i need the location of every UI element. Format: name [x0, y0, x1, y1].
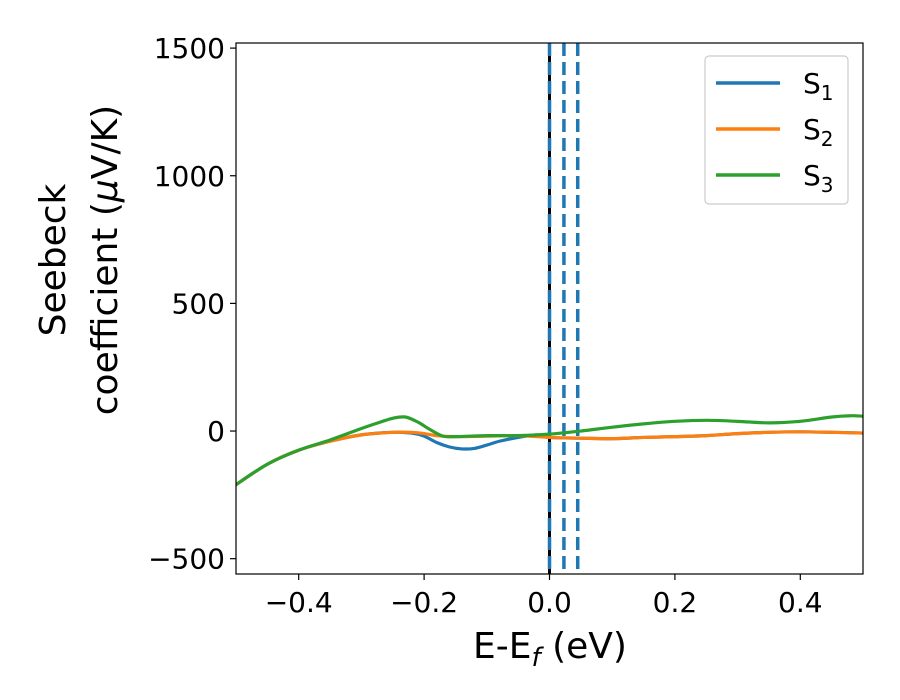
data-series: [236, 414, 863, 487]
legend-label: S3: [803, 159, 834, 197]
x-axis-title: E-Ef (eV): [473, 626, 627, 673]
legend-label: S2: [803, 113, 834, 151]
y-tick-label: −500: [148, 543, 225, 576]
reference-lines: [547, 43, 580, 574]
x-tick-label: 0.0: [527, 586, 572, 619]
y-axis-ticks: −500 0 500 1000 1500: [148, 32, 236, 576]
y-tick-label: 500: [172, 287, 225, 320]
y-axis-title-line1: Seebeck: [33, 183, 74, 336]
y-tick-label: 0: [207, 415, 225, 448]
legend-label: S1: [803, 67, 834, 105]
series-line-s3: [236, 414, 863, 487]
x-axis-ticks: −0.4 −0.2 0.0 0.2 0.4: [265, 574, 823, 619]
y-tick-label: 1500: [154, 32, 225, 65]
y-axis-title: Seebeck coefficient (μV/K): [33, 105, 126, 415]
legend: S1 S2 S3: [704, 55, 849, 205]
x-tick-label: −0.2: [390, 586, 458, 619]
x-tick-label: 0.4: [778, 586, 823, 619]
x-tick-label: −0.4: [265, 586, 333, 619]
y-tick-label: 1000: [154, 160, 225, 193]
y-axis-title-line2: coefficient (μV/K): [85, 105, 126, 415]
x-tick-label: 0.2: [653, 586, 698, 619]
